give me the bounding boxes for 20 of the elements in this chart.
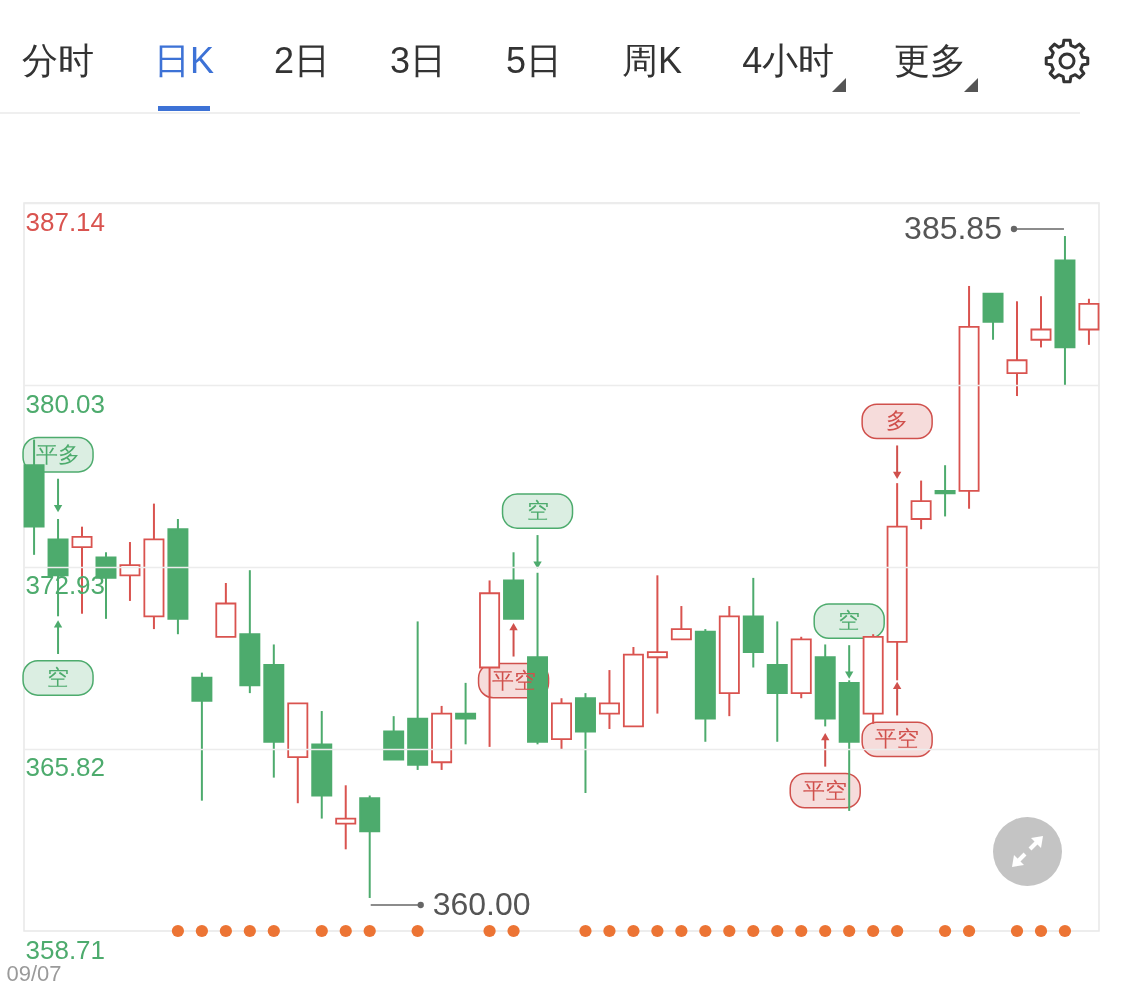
y-tick-label: 365.82 bbox=[25, 752, 106, 783]
data-label: 多 bbox=[886, 408, 909, 434]
data-label: 平多 bbox=[36, 441, 81, 467]
text: 分时 bbox=[22, 39, 94, 83]
data-label: 平空 bbox=[875, 726, 920, 752]
text: 周K bbox=[622, 39, 683, 83]
annotation: 385.85 bbox=[904, 210, 1002, 247]
y-tick-label: 380.03 bbox=[25, 388, 106, 419]
text: 更多 bbox=[894, 39, 967, 83]
text: 4小时 bbox=[742, 39, 835, 83]
data-label: 空 bbox=[47, 664, 70, 690]
text: 日K bbox=[154, 39, 215, 83]
data-label: 平空 bbox=[803, 777, 848, 803]
annotation: 360.00 bbox=[432, 885, 531, 922]
text: 3日 bbox=[390, 39, 447, 83]
data-label: 空 bbox=[838, 608, 861, 634]
y-tick-label: 387.14 bbox=[25, 206, 106, 237]
data-label: 空 bbox=[526, 498, 549, 524]
text: 2日 bbox=[274, 39, 331, 83]
text: 5日 bbox=[506, 39, 563, 83]
